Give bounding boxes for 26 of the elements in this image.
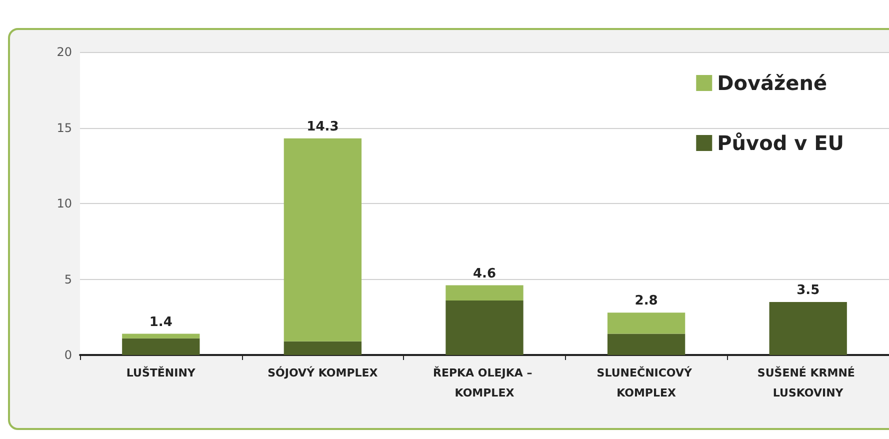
- y-tick-label: 0: [64, 348, 72, 362]
- total-label: 14.3: [306, 119, 339, 134]
- x-tick-label: SLUNEČNICOVÝ KOMPLEX: [596, 366, 696, 400]
- total-label: 4.6: [472, 266, 496, 282]
- bar: [284, 138, 362, 342]
- bar: [446, 285, 524, 300]
- total-label: 1.4: [149, 314, 172, 330]
- y-tick-label: 10: [56, 196, 72, 210]
- bar: [122, 334, 200, 338]
- total-label: 2.8: [634, 294, 658, 309]
- x-tick-label: ŘEPKA OLEJKA – KOMPLEX: [432, 366, 536, 400]
- bar: [446, 300, 524, 355]
- y-tick-label: 20: [56, 45, 72, 59]
- bar: [607, 334, 686, 355]
- x-tick-label: SÓJOVÝ KOMPLEX: [268, 366, 378, 380]
- y-tick-label: 5: [64, 272, 72, 286]
- x-tick-label: SUŠENÉ KRMNÉ LUSKOVINY: [757, 366, 859, 400]
- bar: [607, 312, 686, 334]
- legend-label: Dovážené: [717, 71, 828, 95]
- y-tick-label: 15: [56, 120, 72, 135]
- bar: [769, 302, 847, 355]
- legend-label: Původ v EU: [717, 131, 844, 155]
- x-tick-label: LUŠTĚNINY: [126, 366, 196, 380]
- bar: [284, 341, 362, 355]
- total-label: 3.5: [796, 282, 820, 298]
- bar: [122, 338, 200, 355]
